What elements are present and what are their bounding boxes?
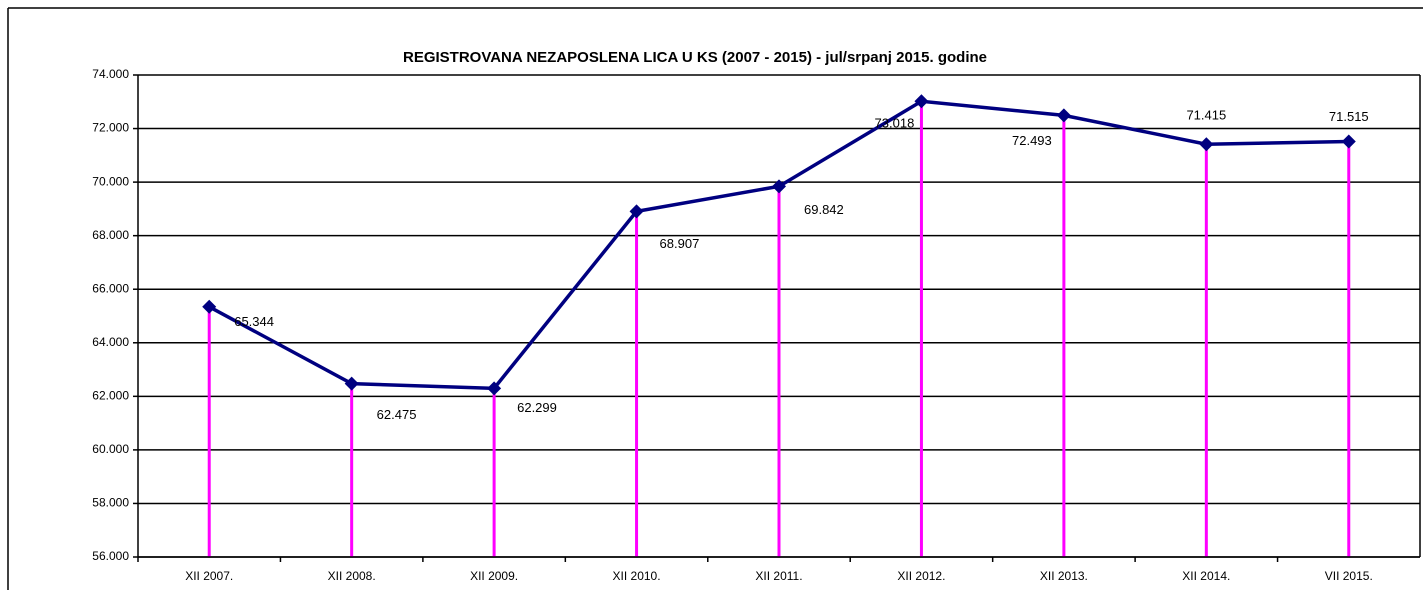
marker <box>1199 137 1214 152</box>
y-tick-label: 74.000 <box>92 67 129 81</box>
marker <box>344 376 359 391</box>
x-tick-label: XII 2008. <box>328 569 376 583</box>
y-tick-label: 60.000 <box>92 442 129 456</box>
y-tick-label: 72.000 <box>92 121 129 135</box>
y-tick-label: 66.000 <box>92 281 129 295</box>
marker <box>1341 134 1356 149</box>
x-tick-label: XII 2007. <box>185 569 233 583</box>
marker <box>629 204 644 219</box>
data-label: 62.299 <box>517 400 557 415</box>
x-tick-label: VII 2015. <box>1325 569 1373 583</box>
x-tick-label: XII 2011. <box>755 569 802 583</box>
marker <box>1056 108 1071 123</box>
data-label: 73.018 <box>875 116 915 131</box>
y-tick-label: 58.000 <box>92 496 129 510</box>
data-label: 71.515 <box>1329 109 1369 124</box>
x-tick-label: XII 2009. <box>470 569 518 583</box>
y-tick-label: 56.000 <box>92 549 129 563</box>
data-label: 71.415 <box>1186 108 1226 123</box>
x-tick-label: XII 2012. <box>897 569 945 583</box>
y-tick-label: 62.000 <box>92 389 129 403</box>
x-tick-label: XII 2013. <box>1040 569 1088 583</box>
data-label: 69.842 <box>804 202 844 217</box>
y-tick-label: 70.000 <box>92 174 129 188</box>
x-tick-label: XII 2010. <box>613 569 661 583</box>
y-tick-label: 68.000 <box>92 228 129 242</box>
marker <box>487 381 502 396</box>
x-tick-label: XII 2014. <box>1182 569 1230 583</box>
y-tick-label: 64.000 <box>92 335 129 349</box>
data-label: 65.344 <box>234 314 274 329</box>
data-label: 68.907 <box>660 236 700 251</box>
marker <box>914 94 929 109</box>
chart-title: REGISTROVANA NEZAPOSLENA LICA U KS (2007… <box>403 49 987 66</box>
data-label: 72.493 <box>1012 133 1052 148</box>
marker <box>772 179 786 194</box>
data-label: 62.475 <box>377 407 417 422</box>
marker <box>202 299 217 314</box>
